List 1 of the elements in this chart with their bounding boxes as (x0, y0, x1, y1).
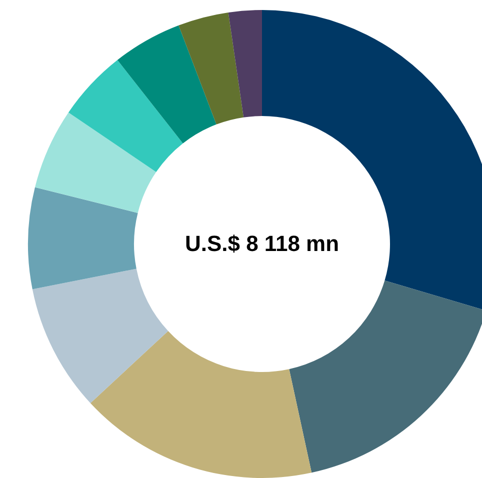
text: U.S.$ 8 118 mn (184, 231, 340, 256)
